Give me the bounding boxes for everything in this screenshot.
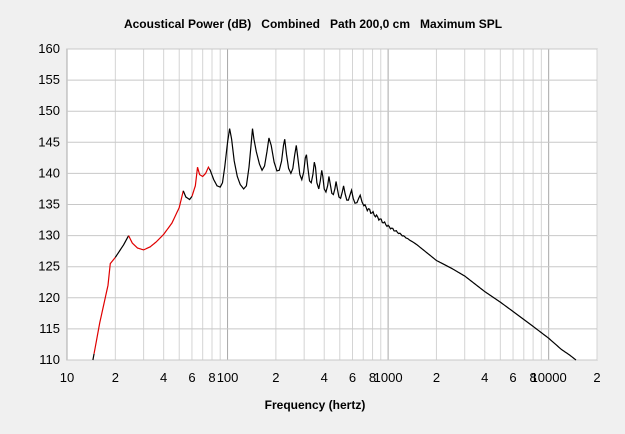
- x-tick-label: 2: [433, 370, 440, 385]
- x-tick-label: 2: [593, 370, 600, 385]
- x-tick-label: 10000: [531, 370, 567, 385]
- x-tick-label: 4: [160, 370, 167, 385]
- x-axis-label: Frequency (hertz): [265, 398, 366, 412]
- x-tick-label: 8: [529, 370, 536, 385]
- series-segment: [92, 353, 95, 361]
- y-tick-label: 115: [39, 321, 60, 336]
- x-tick-label: 6: [188, 370, 195, 385]
- x-tick-label: 100: [217, 370, 239, 385]
- series-segment-limited: [191, 165, 210, 197]
- x-tick-label: 4: [321, 370, 328, 385]
- series-segment: [208, 128, 577, 361]
- y-tick-label: 130: [38, 228, 60, 243]
- x-tick-label: 8: [369, 370, 376, 385]
- y-tick-label: 145: [38, 134, 60, 149]
- series-segment: [114, 235, 130, 258]
- y-tick-label: 160: [38, 41, 60, 56]
- x-tick-label: 2: [272, 370, 279, 385]
- y-tick-label: 140: [38, 165, 60, 180]
- series-segment-limited: [93, 256, 116, 354]
- x-tick-label: 2: [112, 370, 119, 385]
- series-line: [92, 128, 577, 361]
- x-tick-label: 6: [349, 370, 356, 385]
- y-tick-label: 120: [38, 290, 60, 305]
- x-tick-label: 6: [509, 370, 516, 385]
- y-tick-label: 150: [38, 103, 60, 118]
- x-tick-label: 4: [481, 370, 488, 385]
- y-tick-label: 135: [38, 197, 60, 212]
- x-tick-label: 1000: [374, 370, 403, 385]
- series-segment-limited: [128, 190, 184, 251]
- chart-title: Acoustical Power (dB) Combined Path 200,…: [124, 17, 502, 31]
- y-tick-label: 125: [38, 259, 60, 274]
- series-segment: [182, 190, 193, 201]
- x-tick-label: 10: [60, 370, 74, 385]
- y-tick-labels: 110 115 120 125 130 135 140 145 150 155 160: [38, 41, 60, 367]
- x-tick-label: 8: [208, 370, 215, 385]
- grid-lines: [66, 48, 598, 361]
- y-tick-label: 155: [38, 72, 60, 87]
- y-tick-label: 110: [39, 352, 60, 367]
